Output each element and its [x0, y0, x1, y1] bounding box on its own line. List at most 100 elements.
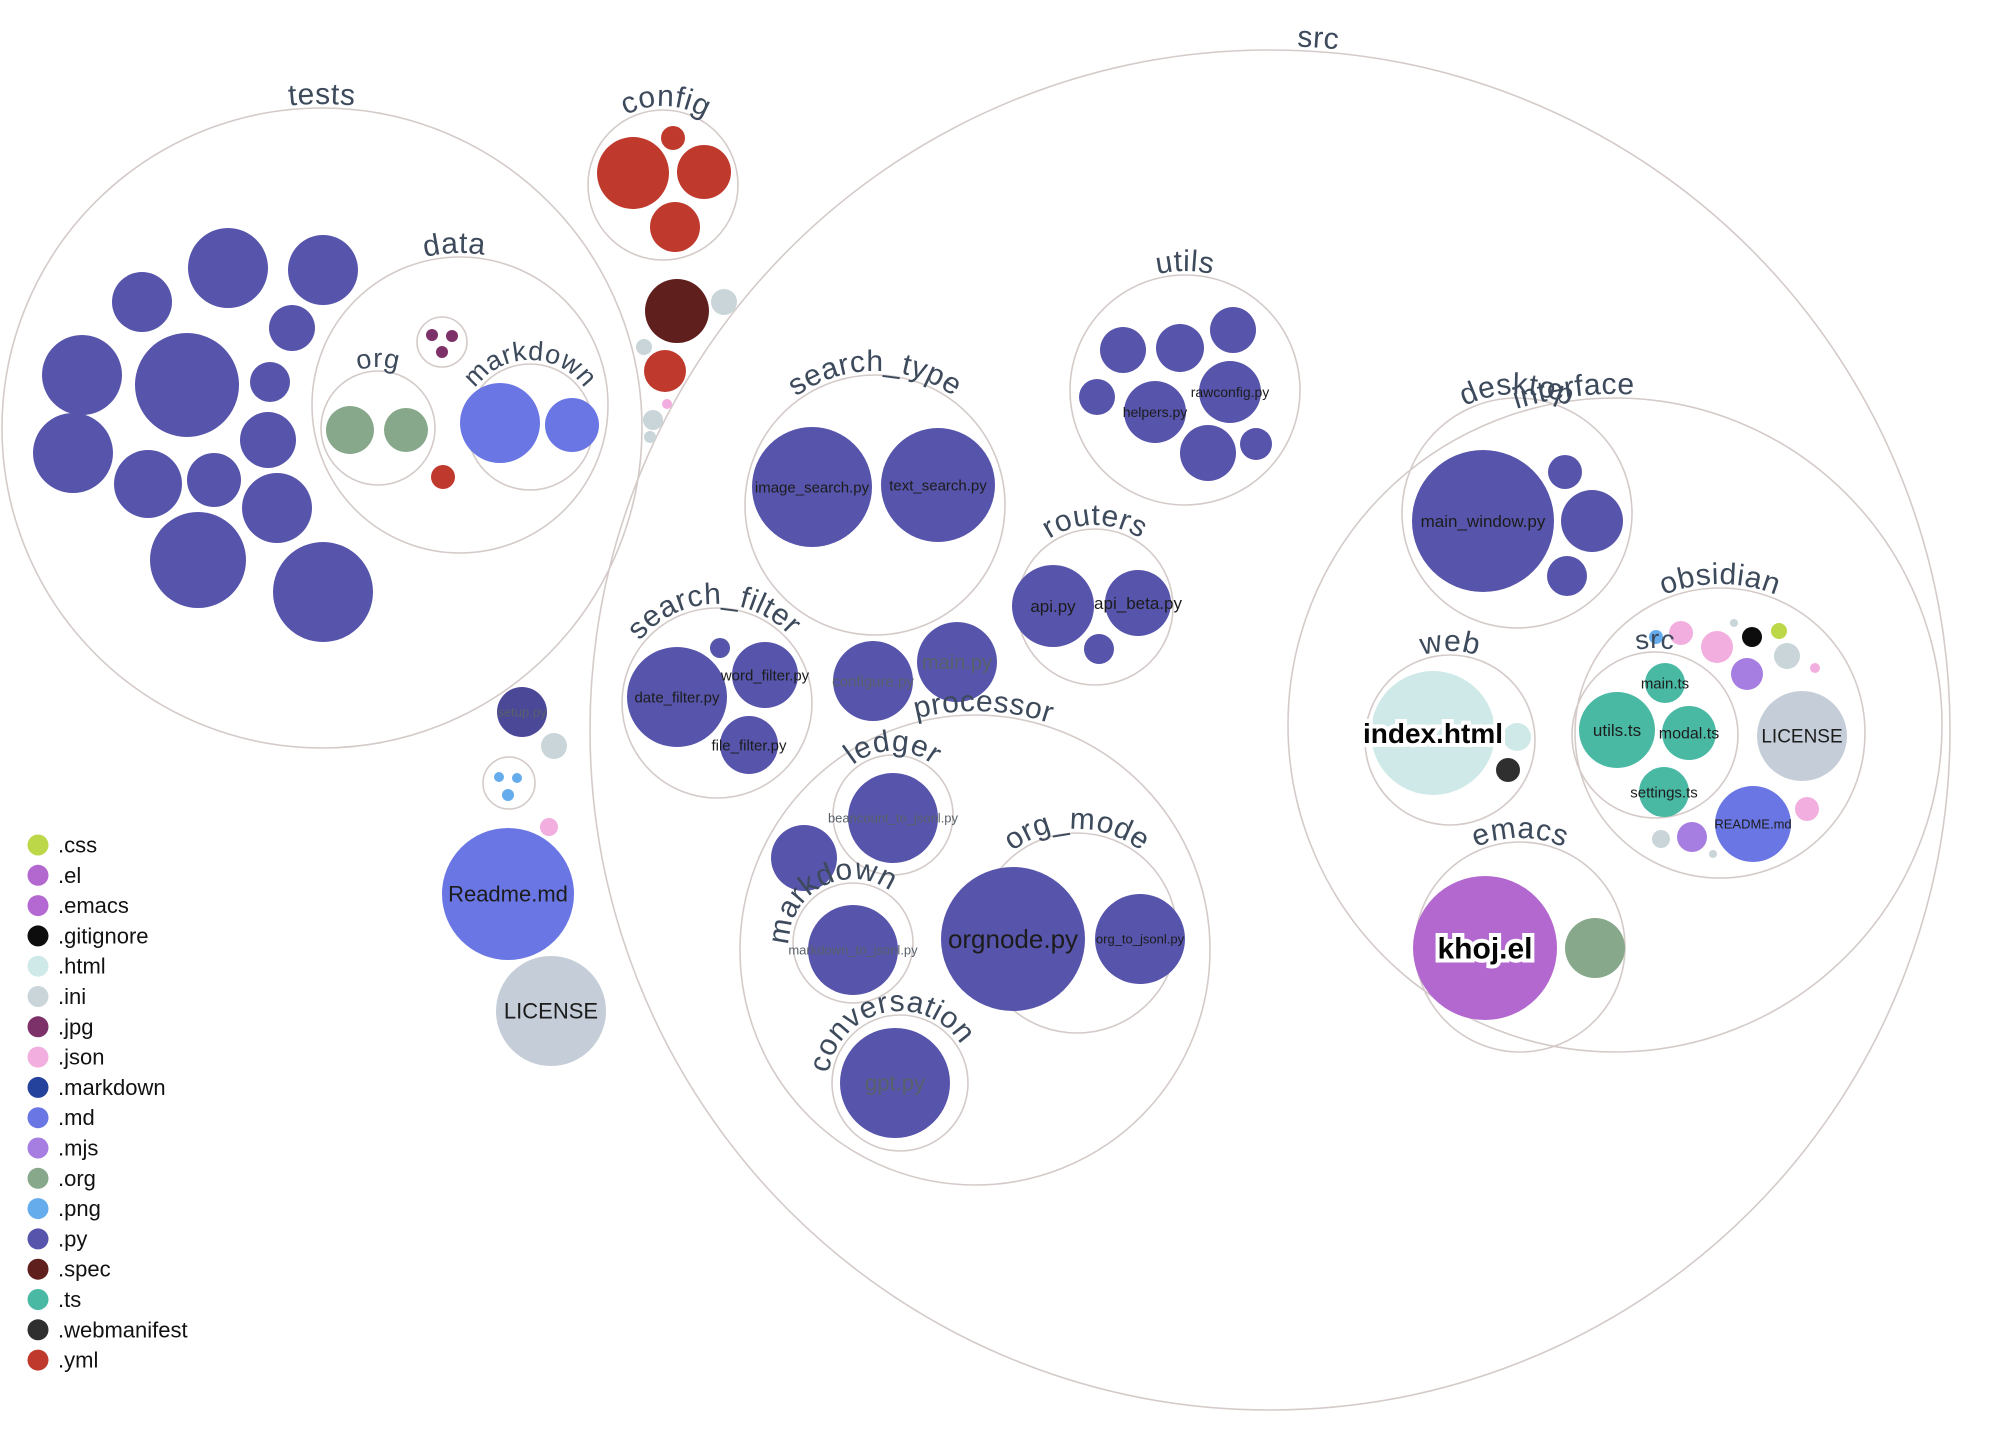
- file-bubble-ini[interactable]: [1652, 830, 1670, 848]
- file-bubble-yml[interactable]: [677, 145, 731, 199]
- file-bubble-py[interactable]: [1156, 324, 1204, 372]
- file-bubble-py[interactable]: [240, 412, 296, 468]
- file-bubble-py[interactable]: [1180, 425, 1236, 481]
- file-README.md[interactable]: [1715, 786, 1791, 862]
- file-bubble-py[interactable]: [242, 473, 312, 543]
- dir-conversation-circle[interactable]: [831, 1014, 969, 1152]
- file-bubble-py[interactable]: [150, 512, 246, 608]
- file-LICENSE[interactable]: [496, 956, 606, 1066]
- file-bubble-org[interactable]: [384, 408, 428, 452]
- dir-data-circle[interactable]: [311, 256, 609, 554]
- file-text_search.py[interactable]: [881, 428, 995, 542]
- file-bubble-py[interactable]: [1210, 307, 1256, 353]
- file-bubble-json[interactable]: [540, 818, 558, 836]
- file-bubble-png[interactable]: [502, 789, 514, 801]
- file-configure.py[interactable]: [833, 641, 913, 721]
- file-helpers.py[interactable]: [1124, 381, 1186, 443]
- file-bubble-py[interactable]: [273, 542, 373, 642]
- file-bubble-py[interactable]: [188, 228, 268, 308]
- file-bubble-py[interactable]: [1084, 634, 1114, 664]
- file-bubble-py[interactable]: [114, 450, 182, 518]
- file-bubble-yml[interactable]: [650, 202, 700, 252]
- file-api.py[interactable]: [1012, 565, 1094, 647]
- file-setup.py[interactable]: [497, 687, 547, 737]
- dir-obsidian-circle[interactable]: [1574, 587, 1866, 879]
- dir-interface-circle[interactable]: [1287, 397, 1943, 1053]
- file-bubble-yml[interactable]: [597, 137, 669, 209]
- dir-search_type-circle[interactable]: [744, 374, 1006, 636]
- file-beancount_to_jsonl.py[interactable]: [848, 773, 938, 863]
- file-main_window.py[interactable]: [1412, 450, 1554, 592]
- file-bubble-png[interactable]: [494, 772, 504, 782]
- file-bubble-json[interactable]: [1701, 631, 1733, 663]
- file-bubble-py[interactable]: [1561, 490, 1623, 552]
- file-bubble-md[interactable]: [545, 398, 599, 452]
- file-bubble-org[interactable]: [326, 406, 374, 454]
- file-org_to_jsonl.py[interactable]: [1095, 894, 1185, 984]
- file-Readme.md[interactable]: [442, 828, 574, 960]
- file-date_filter.py[interactable]: [627, 647, 727, 747]
- file-bubble-html[interactable]: [1503, 723, 1531, 751]
- file-bubble-yml[interactable]: [431, 465, 455, 489]
- file-utils.ts[interactable]: [1579, 692, 1655, 768]
- dir-tests-circle[interactable]: [1, 107, 643, 749]
- file-rawconfig.py[interactable]: [1199, 361, 1261, 423]
- file-main.ts[interactable]: [1645, 663, 1685, 703]
- file-gpt.py[interactable]: [840, 1028, 950, 1138]
- dir-obsidian-src-circle[interactable]: [1571, 651, 1739, 819]
- dir-config-circle[interactable]: [587, 109, 739, 261]
- dir-processor-circle[interactable]: [739, 714, 1211, 1186]
- dir-web-circle[interactable]: [1364, 654, 1536, 826]
- file-bubble-md[interactable]: [460, 383, 540, 463]
- file-bubble-py[interactable]: [710, 638, 730, 658]
- dir-root-images-circle[interactable]: [482, 756, 536, 810]
- file-bubble-py[interactable]: [42, 335, 122, 415]
- dir-ledger-circle[interactable]: [832, 754, 954, 876]
- file-bubble-mjs[interactable]: [1677, 822, 1707, 852]
- file-bubble-py[interactable]: [1240, 428, 1272, 460]
- file-bubble-py[interactable]: [771, 825, 837, 891]
- dir-data-org-circle[interactable]: [320, 370, 436, 486]
- dir-search_filter-circle[interactable]: [621, 607, 813, 799]
- file-bubble-py[interactable]: [288, 235, 358, 305]
- file-bubble-webmanifest[interactable]: [1496, 758, 1520, 782]
- dir-desktop-circle[interactable]: [1401, 397, 1633, 629]
- dir-proc-markdown-circle[interactable]: [792, 882, 914, 1004]
- file-bubble-jpg[interactable]: [436, 346, 448, 358]
- file-bubble-py[interactable]: [187, 453, 241, 507]
- file-LICENSE[interactable]: [1757, 691, 1847, 781]
- file-bubble-ini[interactable]: [643, 410, 663, 430]
- file-bubble-json[interactable]: [1669, 621, 1693, 645]
- file-settings.ts[interactable]: [1639, 767, 1689, 817]
- file-orgnode.py[interactable]: [941, 867, 1085, 1011]
- file-bubble-py[interactable]: [250, 362, 290, 402]
- file-modal.ts[interactable]: [1662, 706, 1716, 760]
- file-bubble-py[interactable]: [269, 305, 315, 351]
- dir-src-circle[interactable]: [589, 49, 1951, 1411]
- file-bubble-spec[interactable]: [645, 279, 709, 343]
- file-bubble-png[interactable]: [512, 773, 522, 783]
- file-main.py[interactable]: [917, 622, 997, 702]
- file-bubble-org[interactable]: [1565, 918, 1625, 978]
- file-api_beta.py[interactable]: [1105, 570, 1171, 636]
- file-markdown_to_jsonl.py[interactable]: [808, 905, 898, 995]
- file-image_search.py[interactable]: [752, 427, 872, 547]
- file-bubble-py[interactable]: [1548, 455, 1582, 489]
- file-bubble-py[interactable]: [1100, 327, 1146, 373]
- file-bubble-json[interactable]: [1810, 663, 1820, 673]
- file-bubble-py[interactable]: [112, 272, 172, 332]
- file-bubble-py[interactable]: [1079, 379, 1115, 415]
- file-bubble-gitignore[interactable]: [1742, 627, 1762, 647]
- file-bubble-json[interactable]: [1795, 797, 1819, 821]
- file-bubble-ini[interactable]: [1709, 850, 1717, 858]
- file-bubble-json[interactable]: [662, 399, 672, 409]
- file-bubble-ini[interactable]: [541, 733, 567, 759]
- dir-data-images-circle[interactable]: [416, 316, 468, 368]
- file-bubble-py[interactable]: [33, 413, 113, 493]
- file-khoj.el[interactable]: [1413, 876, 1557, 1020]
- file-bubble-jpg[interactable]: [426, 329, 438, 341]
- file-bubble-yml[interactable]: [644, 350, 686, 392]
- file-bubble-css[interactable]: [1771, 623, 1787, 639]
- file-bubble-ini[interactable]: [644, 431, 656, 443]
- dir-utils-circle[interactable]: [1069, 274, 1301, 506]
